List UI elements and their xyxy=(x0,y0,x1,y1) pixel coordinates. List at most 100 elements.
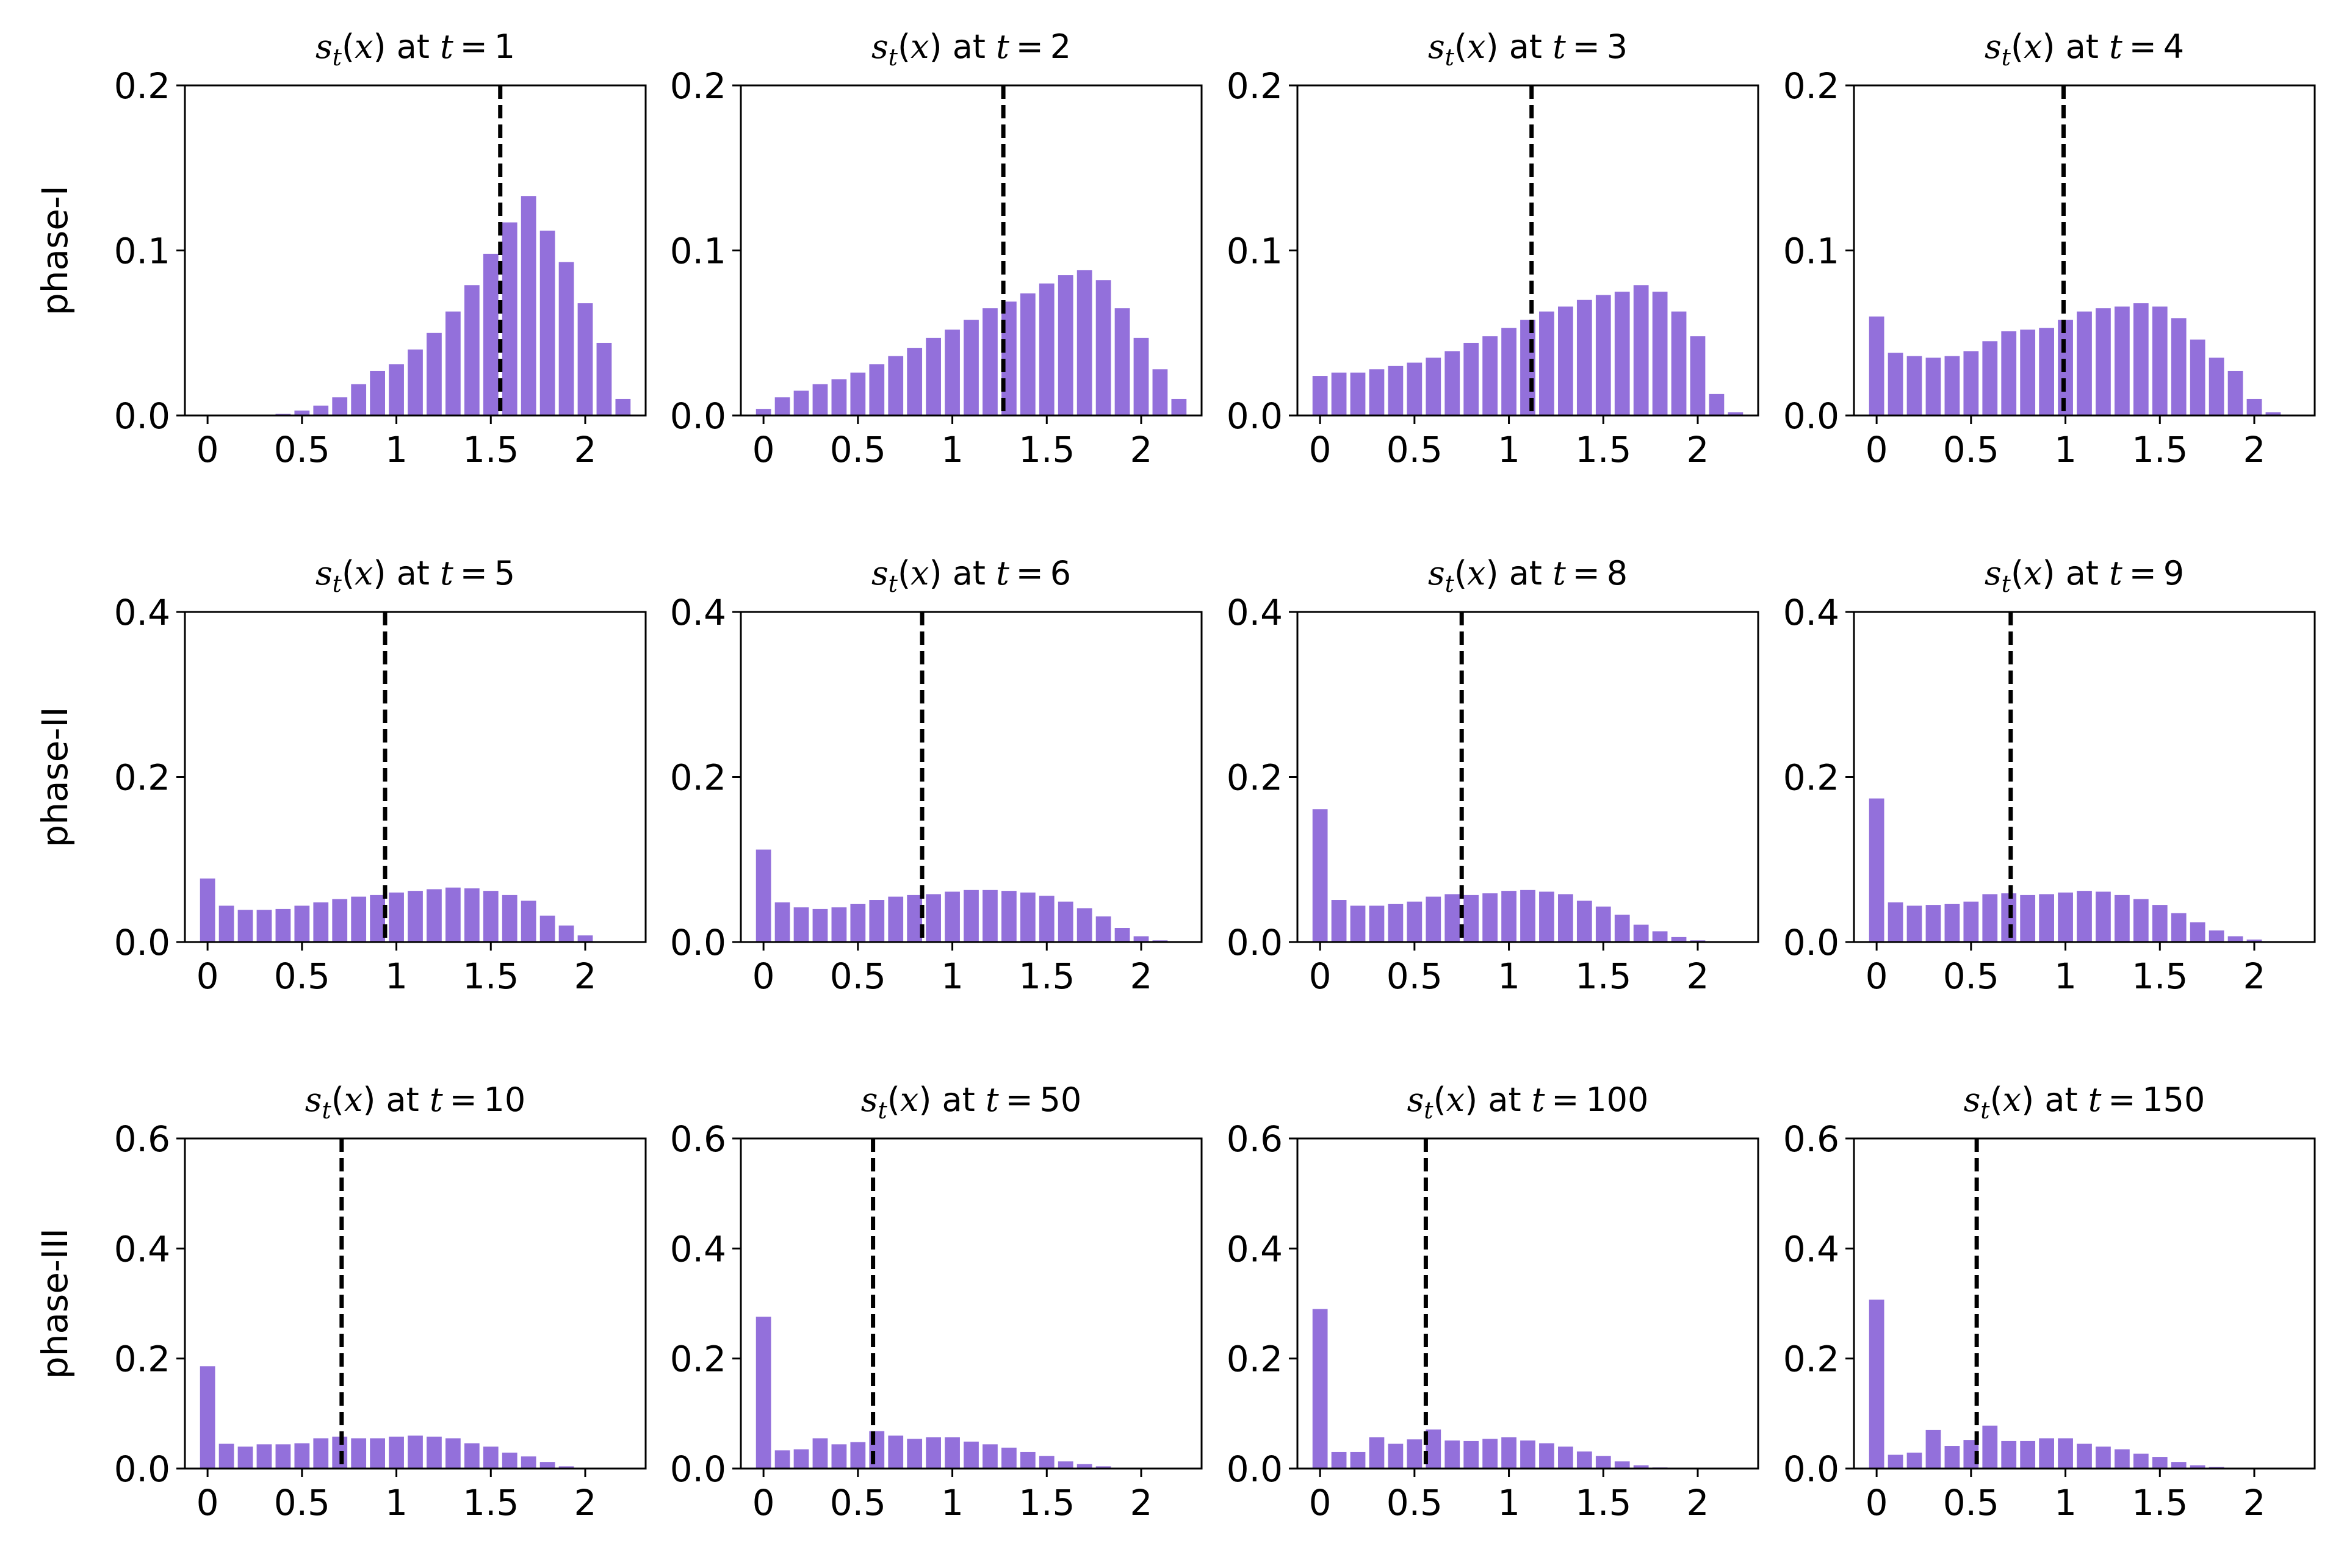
histogram-bar xyxy=(1171,398,1187,415)
x-tick-label: 0 xyxy=(197,955,219,997)
histogram-bar xyxy=(445,311,461,415)
y-tick-label: 0.0 xyxy=(670,1448,726,1490)
histogram-bar xyxy=(1652,931,1668,942)
x-tick-label: 0.5 xyxy=(1943,955,1999,997)
histogram-bar xyxy=(275,1444,291,1469)
histogram-bar xyxy=(2133,1453,2149,1469)
histogram-bar xyxy=(1312,809,1328,942)
histogram-bar xyxy=(1001,891,1017,942)
y-tick-label: 0.6 xyxy=(114,1118,170,1160)
histogram-bar xyxy=(539,1462,555,1469)
histogram-bar xyxy=(1331,900,1347,942)
histogram-bar xyxy=(926,894,941,942)
histogram-bar xyxy=(521,196,536,415)
histogram-bar xyxy=(1888,902,1903,942)
histogram-bar xyxy=(464,285,480,415)
y-tick-label: 0.0 xyxy=(1227,922,1283,963)
x-tick-label: 1.5 xyxy=(463,1482,519,1523)
histogram-bar xyxy=(370,894,385,942)
x-tick-label: 1.5 xyxy=(1575,955,1631,997)
histogram-bar xyxy=(774,902,790,942)
histogram-bar xyxy=(983,308,998,415)
panel-title: st(x) at t = 2 xyxy=(871,27,1071,71)
histogram-bar xyxy=(1576,1451,1592,1469)
y-tick-label: 0.2 xyxy=(1227,1339,1283,1380)
histogram-bar xyxy=(1520,890,1535,942)
x-tick-label: 0 xyxy=(1866,1482,1888,1523)
y-tick-label: 0.2 xyxy=(1783,65,1839,107)
histogram-bar xyxy=(1576,901,1592,942)
histogram-bar xyxy=(1369,369,1385,415)
histogram-bar xyxy=(1350,1451,1366,1469)
x-tick-label: 0 xyxy=(1866,429,1888,470)
histogram-bar xyxy=(558,262,574,415)
histogram-bar xyxy=(1633,924,1649,942)
y-tick-label: 0.4 xyxy=(1783,592,1839,633)
x-tick-label: 0 xyxy=(1309,429,1332,470)
histogram-bar xyxy=(1133,936,1149,942)
histogram-bar xyxy=(615,398,631,415)
panel-t-8: 0 0.5 1 1.5 2 0.0 0.2 0.4 st(x) at t = 8 xyxy=(1227,554,1759,997)
histogram-bar xyxy=(2227,370,2243,415)
x-tick-label: 1 xyxy=(385,955,408,997)
histogram-bar xyxy=(945,891,960,942)
panel-t-50: 0 0.5 1 1.5 2 0.0 0.2 0.4 0.6 st(x) at t = 50 xyxy=(670,1081,1203,1523)
panel-title: st(x) at t = 10 xyxy=(305,1081,525,1124)
histogram-bar xyxy=(1671,937,1687,942)
histogram-bar xyxy=(964,320,979,415)
histogram-bar xyxy=(351,896,367,942)
histogram-bar xyxy=(445,887,461,942)
x-tick-label: 2 xyxy=(574,429,597,470)
histogram-bar xyxy=(427,1436,442,1469)
panel-t-2: 0 0.5 1 1.5 2 0.0 0.1 0.2 st(x) at t = 2 xyxy=(670,27,1203,470)
panel-title: st(x) at t = 150 xyxy=(1964,1081,2205,1124)
histogram-bar xyxy=(964,1441,979,1469)
x-tick-label: 2 xyxy=(2243,1482,2266,1523)
x-tick-label: 1.5 xyxy=(463,429,519,470)
histogram-bar xyxy=(1501,891,1516,942)
histogram-bar xyxy=(1614,915,1630,942)
histogram-bar xyxy=(389,1436,404,1469)
histogram-bar xyxy=(1444,894,1460,942)
histogram-bar xyxy=(539,915,555,942)
y-tick-label: 0.6 xyxy=(670,1118,726,1160)
axes-frame xyxy=(740,1137,1203,1470)
histogram-bar xyxy=(1039,896,1055,942)
x-tick-label: 1.5 xyxy=(1575,429,1631,470)
histogram-bar xyxy=(1690,336,1706,415)
histogram-bar xyxy=(1331,372,1347,415)
histogram-bar xyxy=(1407,362,1423,415)
histogram-bar xyxy=(313,902,329,942)
histogram-bar xyxy=(427,333,442,415)
histogram-bar xyxy=(596,342,612,415)
histogram-bar xyxy=(2020,894,2036,942)
histogram-bar xyxy=(1652,292,1668,415)
histogram-bar xyxy=(1020,1451,1036,1469)
y-tick-label: 0.1 xyxy=(670,231,726,272)
histogram-bar xyxy=(1463,1440,1479,1469)
histogram-bar xyxy=(2096,891,2111,942)
histogram-bar xyxy=(502,222,517,415)
x-tick-label: 2 xyxy=(2243,955,2266,997)
histogram-bar xyxy=(2133,899,2149,942)
histogram-bar xyxy=(1369,1437,1385,1469)
histogram-bar xyxy=(1020,293,1036,415)
histogram-bar xyxy=(1963,901,1979,942)
histogram-bar xyxy=(558,925,574,942)
histogram-bar xyxy=(539,231,555,415)
histogram-bar xyxy=(408,1435,423,1469)
y-tick-label: 0.1 xyxy=(1783,231,1839,272)
y-tick-label: 0.0 xyxy=(1783,395,1839,437)
y-tick-label: 0.1 xyxy=(1227,231,1283,272)
histogram-bar xyxy=(1076,270,1092,415)
histogram-bar xyxy=(1501,328,1516,415)
x-tick-label: 0 xyxy=(1309,1482,1332,1523)
x-tick-label: 1 xyxy=(1498,1482,1520,1523)
axes-frame xyxy=(1296,1137,1759,1470)
histogram-bar xyxy=(2246,398,2262,415)
histogram-bar xyxy=(1463,342,1479,415)
x-tick-label: 0 xyxy=(752,955,775,997)
histogram-bar xyxy=(408,891,423,942)
histogram-bar xyxy=(1444,1440,1460,1469)
y-tick-label: 0.0 xyxy=(1227,1448,1283,1490)
